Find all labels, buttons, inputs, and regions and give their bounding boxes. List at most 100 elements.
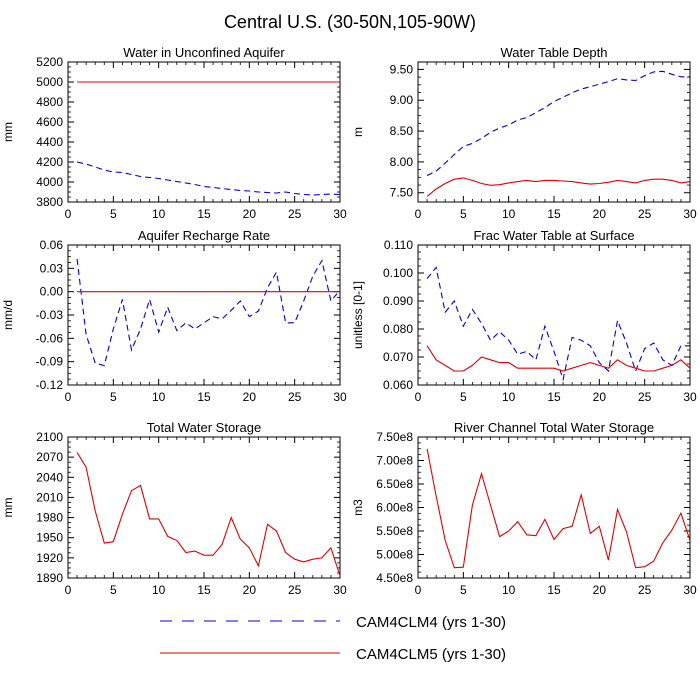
x-tick-label: 10 (152, 390, 166, 404)
legend-entry: CAM4CLM4 (yrs 1-30) (160, 614, 506, 631)
x-tick-label: 0 (65, 390, 72, 404)
x-tick-label: 30 (683, 207, 697, 221)
series-line-cam4clm5 (426, 448, 691, 569)
x-tick-label: 20 (593, 207, 607, 221)
y-tick-label: 0.070 (383, 350, 413, 364)
panel-title: Water in Unconfined Aquifer (123, 45, 285, 60)
x-tick-label: 25 (638, 390, 652, 404)
y-tick-label: 0.060 (383, 378, 413, 392)
y-tick-label: 1920 (36, 551, 63, 565)
y-tick-label: 4.50e8 (376, 571, 413, 585)
plot-frame (417, 244, 691, 386)
x-tick-label: 15 (197, 583, 211, 597)
x-tick-label: 15 (547, 390, 561, 404)
y-tick-label: 0.00 (40, 285, 64, 299)
plot-frame (67, 436, 341, 579)
plot-frame (67, 61, 341, 203)
panel-title: Total Water Storage (147, 420, 261, 435)
legend-label: CAM4CLM4 (yrs 1-30) (356, 614, 506, 631)
series-line-cam4clm4 (426, 266, 690, 382)
panels: Water in Unconfined Aquifer mm 0 5 10 15 20 25 3… (1, 45, 697, 597)
y-axis-label: m (351, 127, 365, 137)
y-axis-label: mm/d (1, 300, 15, 330)
y-axis-label: unitless [0-1] (351, 281, 365, 349)
y-tick-label: 5000 (36, 75, 63, 89)
series-line-cam4clm4 (76, 161, 341, 196)
y-tick-label: 1980 (36, 511, 63, 525)
panel-title: River Channel Total Water Storage (454, 420, 654, 435)
panel-6: River Channel Total Water Storage m3 0 5 10 1… (351, 420, 697, 597)
y-tick-label: -0.12 (36, 378, 64, 392)
y-tick-label: 0.03 (40, 261, 64, 275)
panel-3: Aquifer Recharge Rate mm/d 0 5 10 15 20 25 30 -0.… (1, 228, 347, 404)
x-tick-label: 25 (638, 207, 652, 221)
y-tick-label: 2040 (36, 470, 63, 484)
panel-4: Frac Water Table at Surface unitless [0-1… (351, 228, 697, 404)
y-tick-label: 4800 (36, 95, 63, 109)
x-tick-label: 0 (415, 583, 422, 597)
y-tick-label: 7.00e8 (376, 454, 413, 468)
y-tick-label: 2100 (36, 430, 63, 444)
plot-frame (417, 436, 691, 579)
y-tick-label: 4600 (36, 115, 63, 129)
x-tick-label: 0 (65, 583, 72, 597)
y-tick-label: -0.09 (36, 355, 64, 369)
y-tick-label: 4000 (36, 175, 63, 189)
series-line-cam4clm5 (426, 345, 691, 372)
y-tick-label: 7.50e8 (376, 430, 413, 444)
x-tick-label: 5 (110, 583, 117, 597)
x-tick-label: 15 (547, 207, 561, 221)
x-tick-label: 0 (65, 207, 72, 221)
x-tick-label: 15 (197, 207, 211, 221)
x-tick-label: 30 (333, 390, 347, 404)
y-tick-label: 8.50 (390, 124, 414, 138)
panel-1: Water in Unconfined Aquifer mm 0 5 10 15 20 25 3… (1, 45, 347, 221)
panel-title: Aquifer Recharge Rate (138, 228, 270, 243)
y-tick-label: 3800 (36, 195, 63, 209)
x-tick-label: 10 (152, 583, 166, 597)
x-tick-label: 15 (197, 390, 211, 404)
x-tick-label: 5 (460, 583, 467, 597)
panel-title: Frac Water Table at Surface (473, 228, 634, 243)
y-tick-label: 5.00e8 (376, 548, 413, 562)
x-tick-label: 5 (110, 207, 117, 221)
figure-title: Central U.S. (30-50N,105-90W) (224, 12, 476, 32)
y-tick-label: 6.50e8 (376, 477, 413, 491)
x-tick-label: 30 (333, 583, 347, 597)
y-tick-label: 7.50 (390, 186, 414, 200)
y-tick-label: 2010 (36, 490, 63, 504)
y-axis-label: m3 (351, 499, 365, 516)
series-line-cam4clm5 (426, 177, 691, 197)
y-tick-label: 2070 (36, 450, 63, 464)
x-tick-label: 20 (593, 583, 607, 597)
y-axis-label: mm (1, 122, 15, 142)
y-tick-label: 4400 (36, 135, 63, 149)
x-tick-label: 20 (243, 207, 257, 221)
x-tick-label: 25 (288, 207, 302, 221)
x-tick-label: 10 (502, 583, 516, 597)
y-tick-label: 1950 (36, 531, 63, 545)
plot-frame (67, 244, 341, 386)
plot-frame (417, 61, 691, 203)
y-tick-label: 0.080 (383, 322, 413, 336)
x-tick-label: 20 (243, 390, 257, 404)
x-tick-label: 5 (110, 390, 117, 404)
legend-entry: CAM4CLM5 (yrs 1-30) (160, 646, 506, 663)
y-tick-label: 5200 (36, 55, 63, 69)
x-tick-label: 10 (152, 207, 166, 221)
y-tick-label: 4200 (36, 155, 63, 169)
y-tick-label: 0.090 (383, 294, 413, 308)
x-tick-label: 30 (683, 583, 697, 597)
x-tick-label: 0 (415, 207, 422, 221)
x-tick-label: 30 (683, 390, 697, 404)
series-line-cam4clm5 (76, 452, 341, 577)
y-tick-label: 9.50 (390, 62, 414, 76)
x-tick-label: 15 (547, 583, 561, 597)
x-tick-label: 5 (460, 207, 467, 221)
x-tick-label: 25 (638, 583, 652, 597)
y-tick-label: 0.06 (40, 238, 64, 252)
x-tick-label: 25 (288, 390, 302, 404)
legend-label: CAM4CLM5 (yrs 1-30) (356, 646, 506, 663)
x-tick-label: 10 (502, 390, 516, 404)
y-tick-label: 6.00e8 (376, 501, 413, 515)
